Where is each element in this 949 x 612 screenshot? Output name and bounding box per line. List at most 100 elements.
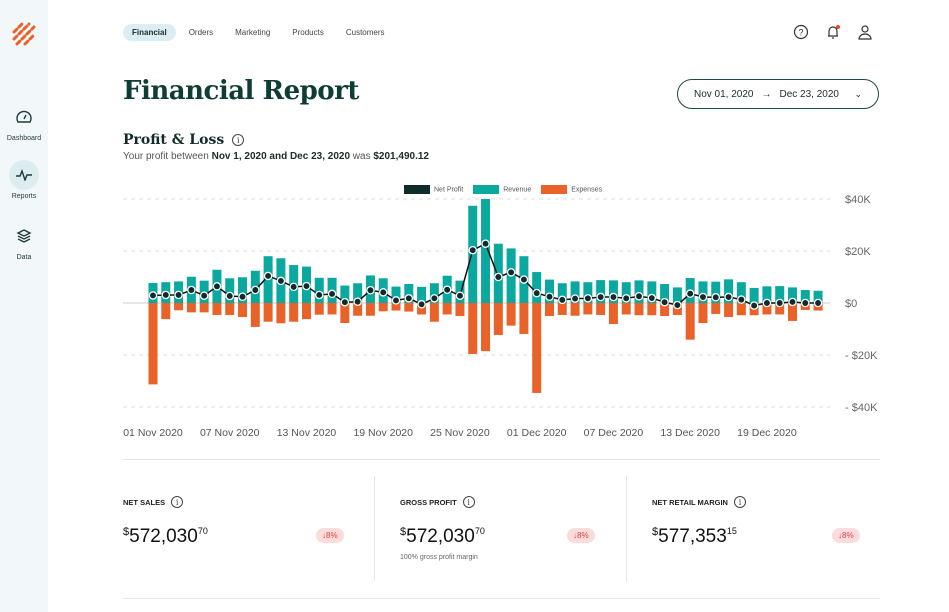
- net-profit-point: [775, 298, 784, 308]
- expenses-bar: [238, 303, 248, 318]
- net-profit-point: [442, 285, 452, 294]
- expenses-bar: [506, 303, 516, 326]
- net-profit-point: [353, 297, 362, 306]
- expenses-bar: [199, 303, 209, 313]
- net-profit-point: [673, 300, 682, 310]
- section-title: Profit & Loss i: [123, 132, 245, 148]
- revenue-bar: [775, 286, 785, 303]
- layers-icon: [9, 221, 39, 251]
- expenses-bar: [327, 303, 337, 315]
- tab-orders[interactable]: Orders: [188, 28, 214, 37]
- legend-net-profit: Net Profit: [404, 185, 463, 194]
- bell-icon[interactable]: [825, 24, 841, 40]
- expenses-bar: [391, 303, 401, 311]
- expenses-bar: [698, 303, 708, 324]
- net-profit-point: [609, 292, 618, 302]
- net-profit-point: [801, 298, 810, 308]
- revenue-bar: [698, 281, 708, 303]
- tab-financial[interactable]: Financial: [123, 24, 176, 41]
- revenue-bar: [544, 279, 554, 303]
- sidebar-item-dashboard[interactable]: Dashboard: [0, 102, 48, 142]
- net-profit-point: [737, 295, 746, 304]
- user-icon[interactable]: [857, 24, 873, 40]
- expenses-bar: [353, 303, 363, 316]
- x-tick-label: 25 Nov 2020: [430, 427, 490, 439]
- revenue-bar: [621, 282, 631, 303]
- expenses-bar: [544, 303, 554, 316]
- revenue-bar: [557, 283, 567, 303]
- net-profit-point: [545, 292, 554, 302]
- info-icon[interactable]: i: [171, 496, 184, 508]
- expenses-bar: [404, 303, 414, 312]
- expenses-bar: [442, 303, 452, 315]
- sidebar-item-reports[interactable]: Reports: [0, 160, 48, 200]
- net-profit-point: [788, 297, 797, 307]
- info-icon[interactable]: i: [232, 134, 245, 146]
- net-profit-point: [532, 288, 541, 298]
- net-profit-point: [174, 290, 183, 300]
- expenses-bar: [788, 303, 797, 321]
- info-icon[interactable]: i: [462, 496, 475, 508]
- logo-icon: [12, 22, 36, 46]
- expenses-bar: [570, 303, 580, 316]
- net-profit-point: [494, 272, 503, 282]
- y-tick-label: - $40K: [845, 402, 878, 414]
- net-profit-point: [212, 282, 222, 291]
- net-profit-point: [660, 297, 669, 307]
- x-tick-label: 19 Nov 2020: [353, 427, 413, 439]
- revenue-bar: [481, 199, 491, 303]
- expenses-bar: [276, 303, 286, 324]
- tab-customers[interactable]: Customers: [345, 28, 385, 37]
- expenses-bar: [225, 303, 235, 315]
- tab-marketing[interactable]: Marketing: [235, 28, 271, 37]
- expenses-bar: [583, 303, 593, 315]
- revenue-bar: [749, 287, 759, 303]
- net-profit-point: [749, 301, 759, 310]
- revenue-bar: [314, 277, 324, 303]
- revenue-bar: [404, 284, 414, 303]
- net-profit-point: [570, 294, 580, 303]
- chevron-down-icon: ⌄: [854, 88, 862, 99]
- chart-legend: Net Profit Revenue Expenses: [404, 185, 602, 194]
- revenue-bar: [238, 277, 248, 303]
- date-range-picker[interactable]: Nov 01, 2020 → Dec 23, 2020 ⌄: [677, 79, 879, 109]
- net-profit-point: [340, 297, 350, 307]
- net-profit-point: [698, 292, 708, 302]
- net-profit-point: [468, 245, 477, 255]
- sidebar: Dashboard Reports Data: [0, 0, 48, 612]
- net-profit-point: [366, 286, 375, 295]
- expenses-bar: [711, 303, 721, 314]
- legend-revenue: Revenue: [473, 185, 531, 194]
- expenses-bar: [493, 303, 503, 335]
- divider: [123, 459, 880, 460]
- revenue-bar: [634, 280, 644, 303]
- revenue-bar: [596, 280, 606, 303]
- x-tick-label: 13 Nov 2020: [277, 427, 337, 439]
- y-tick-label: $40K: [845, 194, 871, 206]
- stat-net-retail-margin: NET RETAIL MARGIN i $577,35315 ↓8%: [652, 476, 902, 581]
- revenue-bar: [417, 286, 427, 303]
- date-to: Dec 23, 2020: [779, 88, 840, 100]
- expenses-bar: [455, 303, 465, 316]
- info-icon[interactable]: i: [733, 496, 746, 508]
- expenses-bar: [429, 303, 439, 322]
- revenue-bar: [672, 287, 682, 303]
- tab-products[interactable]: Products: [292, 28, 324, 37]
- expenses-bar: [417, 303, 427, 315]
- net-profit-point: [506, 268, 516, 277]
- sidebar-item-label: Dashboard: [6, 135, 42, 142]
- help-icon[interactable]: ?: [793, 24, 809, 40]
- net-profit-point: [685, 289, 695, 298]
- net-profit-point: [315, 290, 324, 300]
- y-tick-label: $0: [845, 298, 857, 310]
- revenue-bar: [813, 290, 823, 303]
- x-tick-label: 01 Nov 2020: [123, 427, 183, 439]
- expenses-bar: [340, 303, 350, 324]
- revenue-bar: [736, 282, 746, 303]
- net-profit-point: [596, 292, 605, 302]
- net-profit-point: [583, 294, 593, 303]
- expenses-bar: [314, 303, 324, 315]
- sidebar-item-data[interactable]: Data: [0, 221, 48, 261]
- expenses-bar: [660, 303, 670, 316]
- expenses-bar: [481, 303, 491, 352]
